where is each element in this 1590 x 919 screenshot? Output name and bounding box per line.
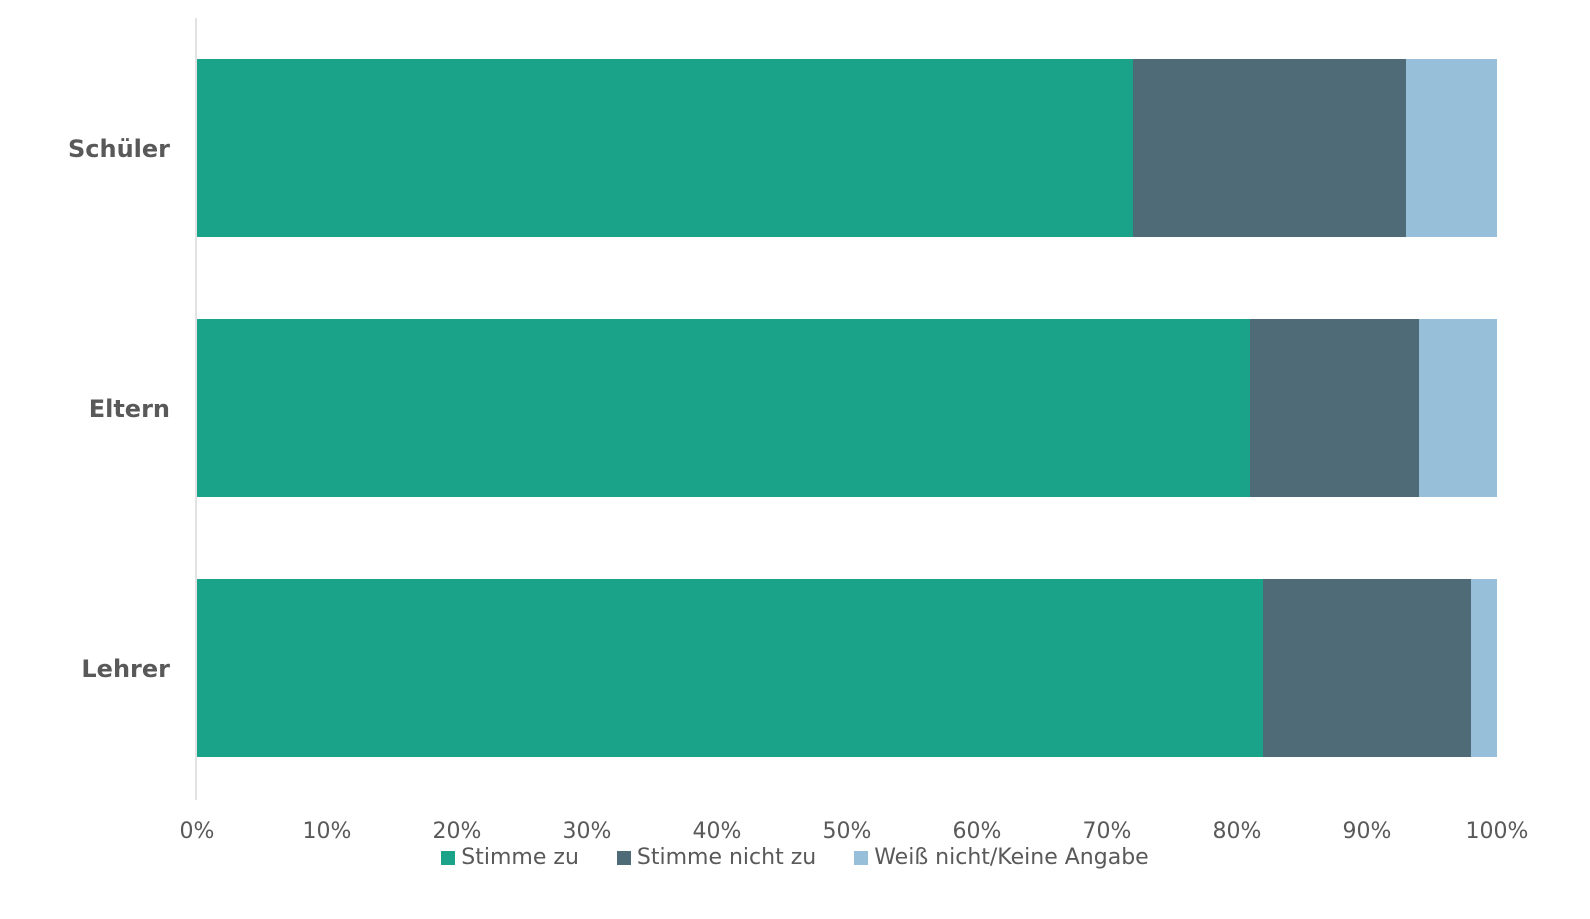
bar-segment-1-2 — [1419, 319, 1497, 497]
legend-swatch — [854, 850, 869, 865]
bar-segment-1-0 — [197, 319, 1250, 497]
x-tick-label: 0% — [180, 819, 215, 844]
x-tick-label: 80% — [1213, 819, 1262, 844]
x-tick-label: 40% — [693, 819, 742, 844]
x-tick-label: 100% — [1466, 819, 1529, 844]
category-label: Lehrer — [81, 655, 170, 683]
x-tick-labels: 0% 10% 20% 30% 40% 50% 60% 70% 80% 90% 100% — [180, 819, 1529, 844]
bar-segment-2-0 — [197, 579, 1263, 757]
legend-swatch — [441, 850, 456, 865]
bar-segment-2-1 — [1263, 579, 1471, 757]
legend-label: Stimme zu — [461, 845, 579, 870]
bar-segment-0-2 — [1406, 59, 1497, 237]
bar-segment-1-1 — [1250, 319, 1419, 497]
x-tick-label: 10% — [303, 819, 352, 844]
bar-segment-2-2 — [1471, 579, 1497, 757]
legend-swatch — [616, 850, 631, 865]
category-label: Schüler — [68, 135, 170, 163]
legend-item: Stimme zu — [441, 845, 579, 870]
legend: Stimme zu Stimme nicht zu Weiß nicht/Keine… — [0, 845, 1590, 870]
bars-group — [197, 59, 1497, 757]
x-tick-label: 50% — [823, 819, 872, 844]
x-tick-label: 30% — [563, 819, 612, 844]
x-tick-label: 20% — [433, 819, 482, 844]
legend-item: Stimme nicht zu — [616, 845, 817, 870]
bar-segment-0-0 — [197, 59, 1133, 237]
x-tick-label: 60% — [953, 819, 1002, 844]
category-label: Eltern — [89, 395, 170, 423]
x-tick-label: 90% — [1343, 819, 1392, 844]
x-tick-label: 70% — [1083, 819, 1132, 844]
bar-segment-0-1 — [1133, 59, 1406, 237]
category-labels: Schüler Eltern Lehrer — [68, 135, 170, 683]
legend-label: Weiß nicht/Keine Angabe — [874, 845, 1149, 870]
legend-item: Weiß nicht/Keine Angabe — [854, 845, 1149, 870]
legend-label: Stimme nicht zu — [636, 845, 817, 870]
